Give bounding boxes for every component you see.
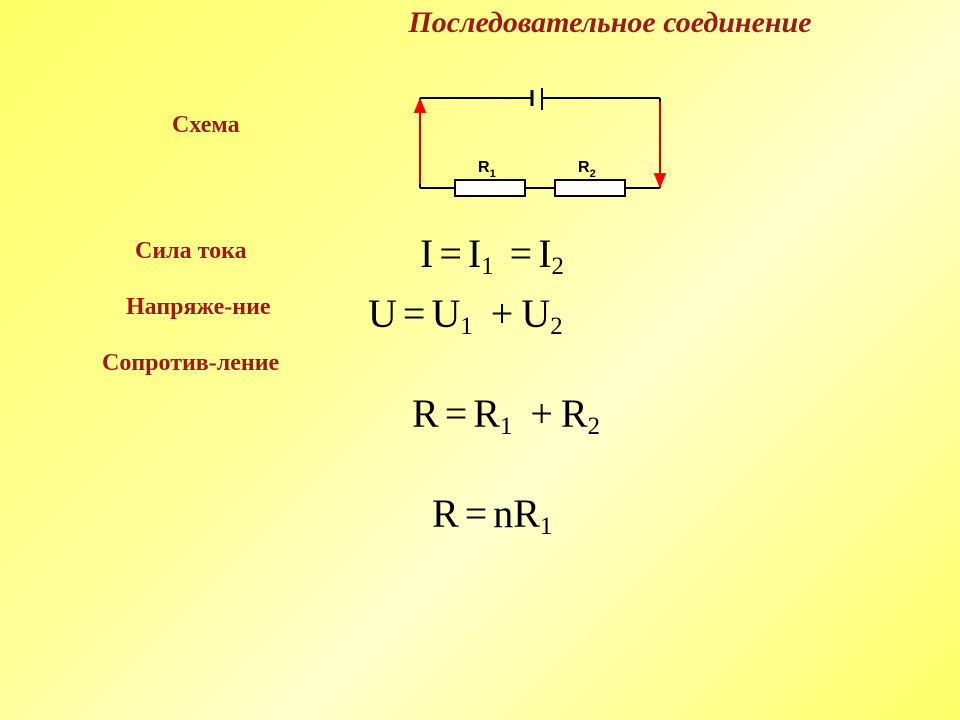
label-voltage: Напряже-ние	[126, 294, 271, 321]
r2-label-main: R	[578, 159, 590, 176]
r1-label-main: R	[478, 159, 490, 176]
label-current: Сила тока	[135, 238, 247, 265]
svg-text:R2: R2	[578, 159, 596, 180]
r2-label-sub: 2	[590, 168, 596, 180]
label-resistance: Сопротив-ление	[102, 350, 279, 377]
svg-text:R1: R1	[478, 159, 496, 180]
slide-title: Последовательное соединение	[370, 6, 850, 41]
formula-resistance: R=R1+R2	[412, 390, 600, 441]
r1-label-sub: 1	[490, 168, 496, 180]
circuit-diagram: R1 R2	[400, 88, 680, 211]
formula-current: I=I1=I2	[420, 230, 564, 281]
formula-resistance-n: R=nR1	[432, 490, 552, 541]
label-scheme: Схема	[172, 112, 240, 139]
formula-voltage: U=U1+U2	[368, 290, 563, 341]
